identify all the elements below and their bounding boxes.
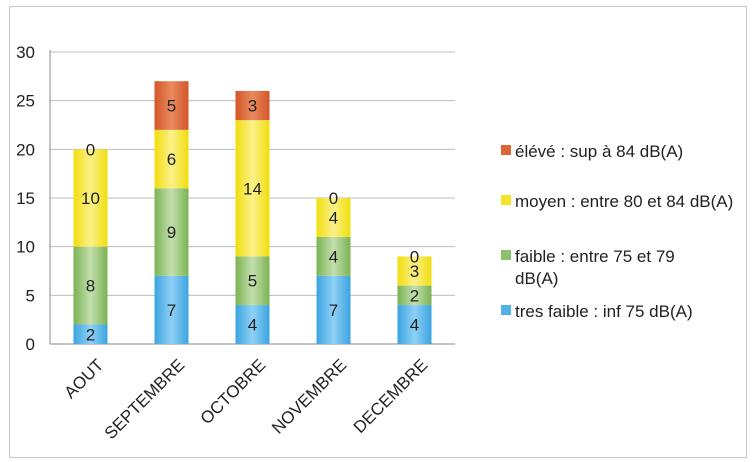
legend-entry: élévé : sup à 84 dB(A) [515,142,683,161]
data-label: 0 [86,140,95,159]
data-label: 3 [410,262,419,281]
y-tick-label: 5 [26,286,35,305]
bar-segment [316,236,351,276]
bar-segment [235,305,270,344]
data-label: 5 [167,97,176,116]
data-label: 2 [86,325,95,344]
legend-entry: tres faible : inf 75 dB(A) [515,302,693,321]
bar-segment [316,275,351,344]
y-tick-label: 0 [26,335,35,354]
bar-segment [154,275,189,344]
y-tick-label: 25 [16,92,35,111]
legend-swatch [501,195,511,205]
x-tick-label: OCTOBRE [197,355,270,428]
bar-segment [397,285,432,306]
chart-frame [9,6,747,458]
bar-segment [154,129,189,189]
legend-swatch [501,250,511,260]
y-tick-label: 15 [16,189,35,208]
x-tick-label: NOVEMBRE [268,355,350,437]
data-label: 0 [329,189,338,208]
data-label: 6 [167,150,176,169]
data-label: 2 [410,286,419,305]
data-label: 7 [329,301,338,320]
bar-segment [235,90,270,121]
data-label: 10 [81,189,100,208]
legend-swatch [501,145,511,155]
y-tick-label: 30 [16,43,35,62]
bar-segment [397,305,432,344]
data-label: 4 [248,316,257,335]
bar-segment [235,120,270,257]
data-label: 4 [410,316,419,335]
data-label: 3 [248,97,257,116]
bar-segment [154,81,189,130]
bar-segment [235,256,270,306]
x-tick-label: DECEMBRE [350,355,432,437]
data-label: 4 [329,208,338,227]
bar-segment [73,324,108,344]
data-label: 8 [86,277,95,296]
legend-entry: moyen : entre 80 et 84 dB(A) [515,192,733,211]
x-tick-label: AOUT [60,355,107,402]
data-label: 5 [248,272,257,291]
data-label: 0 [410,247,419,266]
legend: élévé : sup à 84 dB(A) moyen : entre 80 e… [501,142,733,321]
legend-entry: faible : entre 75 et 79 dB(A) [515,247,675,288]
bar-segment [73,246,108,325]
data-label: 4 [329,247,338,266]
y-tick-label: 20 [16,140,35,159]
data-label: 9 [167,223,176,242]
bar-segment [397,256,432,286]
data-label: 7 [167,301,176,320]
bar-segment [73,149,108,247]
x-tick-label: SEPTEMBRE [101,355,189,443]
data-label: 14 [243,179,262,198]
y-tick-label: 10 [16,238,35,257]
bar-segment [154,188,189,276]
legend-swatch [501,305,511,315]
bars [73,81,432,344]
bar-segment [316,198,351,237]
